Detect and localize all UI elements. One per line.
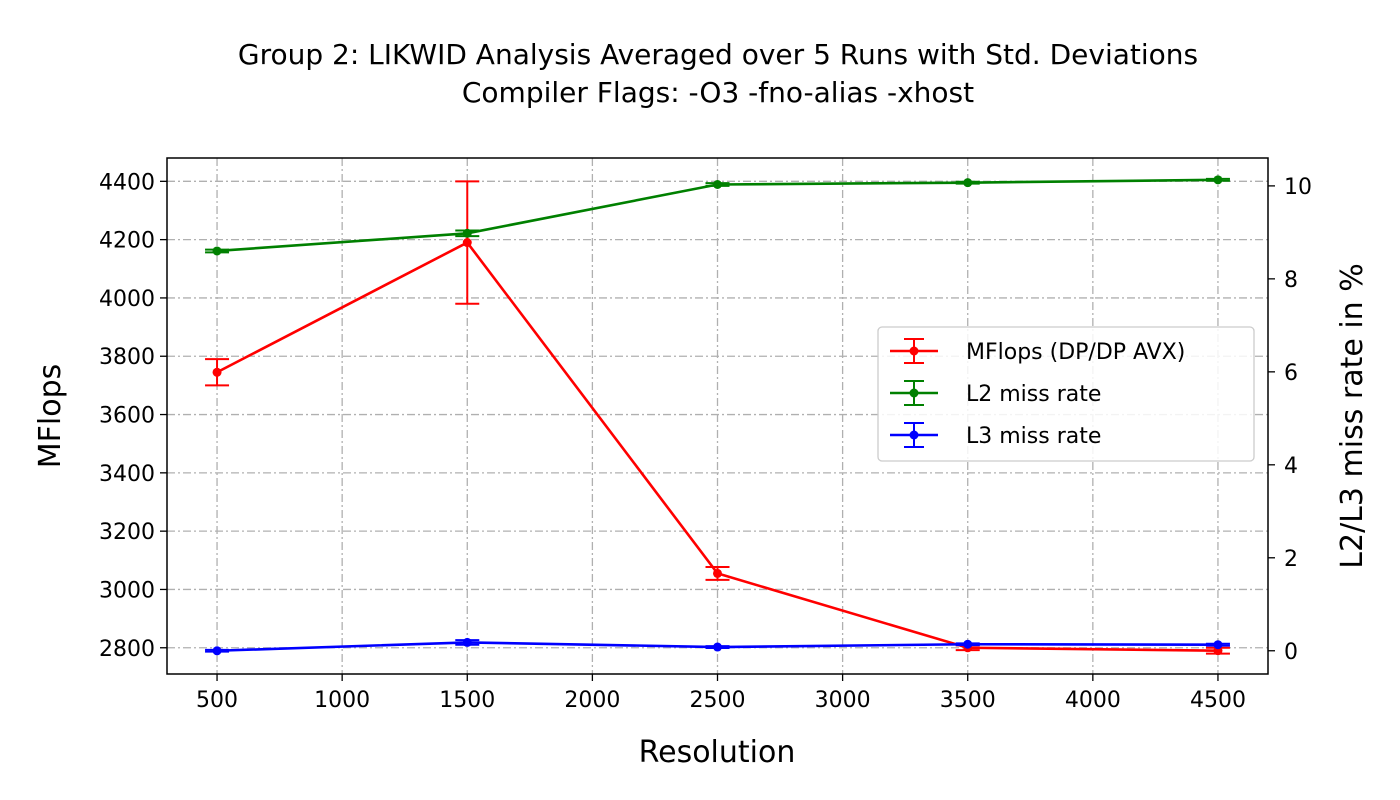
data-point (1213, 640, 1223, 650)
y2-tick-label: 0 (1284, 640, 1298, 665)
data-point (462, 637, 472, 647)
y-axis-label: MFlops (33, 364, 68, 469)
y-tick-label: 3000 (99, 578, 155, 603)
x-tick-label: 1500 (439, 688, 495, 713)
series-1 (205, 175, 1230, 256)
legend-box (877, 326, 1255, 462)
y-tick-label: 3800 (99, 345, 155, 370)
data-point (462, 238, 472, 248)
x-tick-label: 3000 (815, 688, 871, 713)
x-tick-label: 3500 (940, 688, 996, 713)
x-tick-label: 500 (196, 688, 238, 713)
x-tick-label: 4500 (1190, 688, 1246, 713)
x-tick-label: 2000 (564, 688, 620, 713)
legend-marker (909, 430, 919, 440)
data-point (713, 568, 722, 578)
x-axis: 500 1000 1500 2000 2500 3000 3500 4000 4500 (196, 674, 1246, 713)
legend-marker (909, 346, 919, 356)
y2-tick-label: 6 (1284, 361, 1298, 386)
series-layer (205, 175, 1230, 656)
x-tick-label: 4000 (1065, 688, 1121, 713)
y2-axis-label: L2/L3 miss rate in % (1335, 263, 1370, 568)
y2-tick-label: 4 (1284, 454, 1298, 479)
legend-label: MFlops (DP/DP AVX) (966, 340, 1185, 365)
chart-subtitle: Compiler Flags: -O3 -fno-alias -xhost (462, 76, 974, 109)
y-tick-label: 4200 (99, 229, 155, 254)
series-2 (205, 637, 1230, 656)
y-tick-label: 3200 (99, 520, 155, 545)
data-point (212, 246, 222, 256)
legend-label: L3 miss rate (966, 424, 1101, 449)
legend-marker (909, 388, 919, 398)
y2-tick-label: 2 (1284, 547, 1298, 572)
data-point (212, 646, 222, 656)
data-point (1213, 175, 1223, 185)
legend-label: L2 miss rate (966, 382, 1101, 407)
y-tick-label: 4400 (99, 170, 155, 195)
x-tick-label: 1000 (314, 688, 370, 713)
data-point (963, 178, 973, 188)
data-point (963, 639, 973, 649)
data-point (462, 228, 472, 238)
x-tick-label: 2500 (690, 688, 746, 713)
y-tick-label: 3600 (99, 404, 155, 429)
y-tick-label: 4000 (99, 287, 155, 312)
y-axis-left: 2800 3000 3200 3400 3600 3800 4000 4200 4400 (99, 170, 167, 662)
y-tick-label: 3400 (99, 462, 155, 487)
data-point (212, 367, 222, 377)
data-point (713, 642, 722, 652)
y2-tick-label: 8 (1284, 268, 1298, 293)
y2-tick-label: 10 (1284, 175, 1312, 200)
y-axis-right: 0 2 4 6 8 10 (1268, 175, 1312, 665)
legend: MFlops (DP/DP AVX) L2 miss rate L3 miss ra… (877, 326, 1255, 462)
data-point (713, 179, 722, 189)
chart-title: Group 2: LIKWID Analysis Averaged over 5… (238, 38, 1198, 71)
y-tick-label: 2800 (99, 637, 155, 662)
x-axis-label: Resolution (639, 735, 796, 770)
